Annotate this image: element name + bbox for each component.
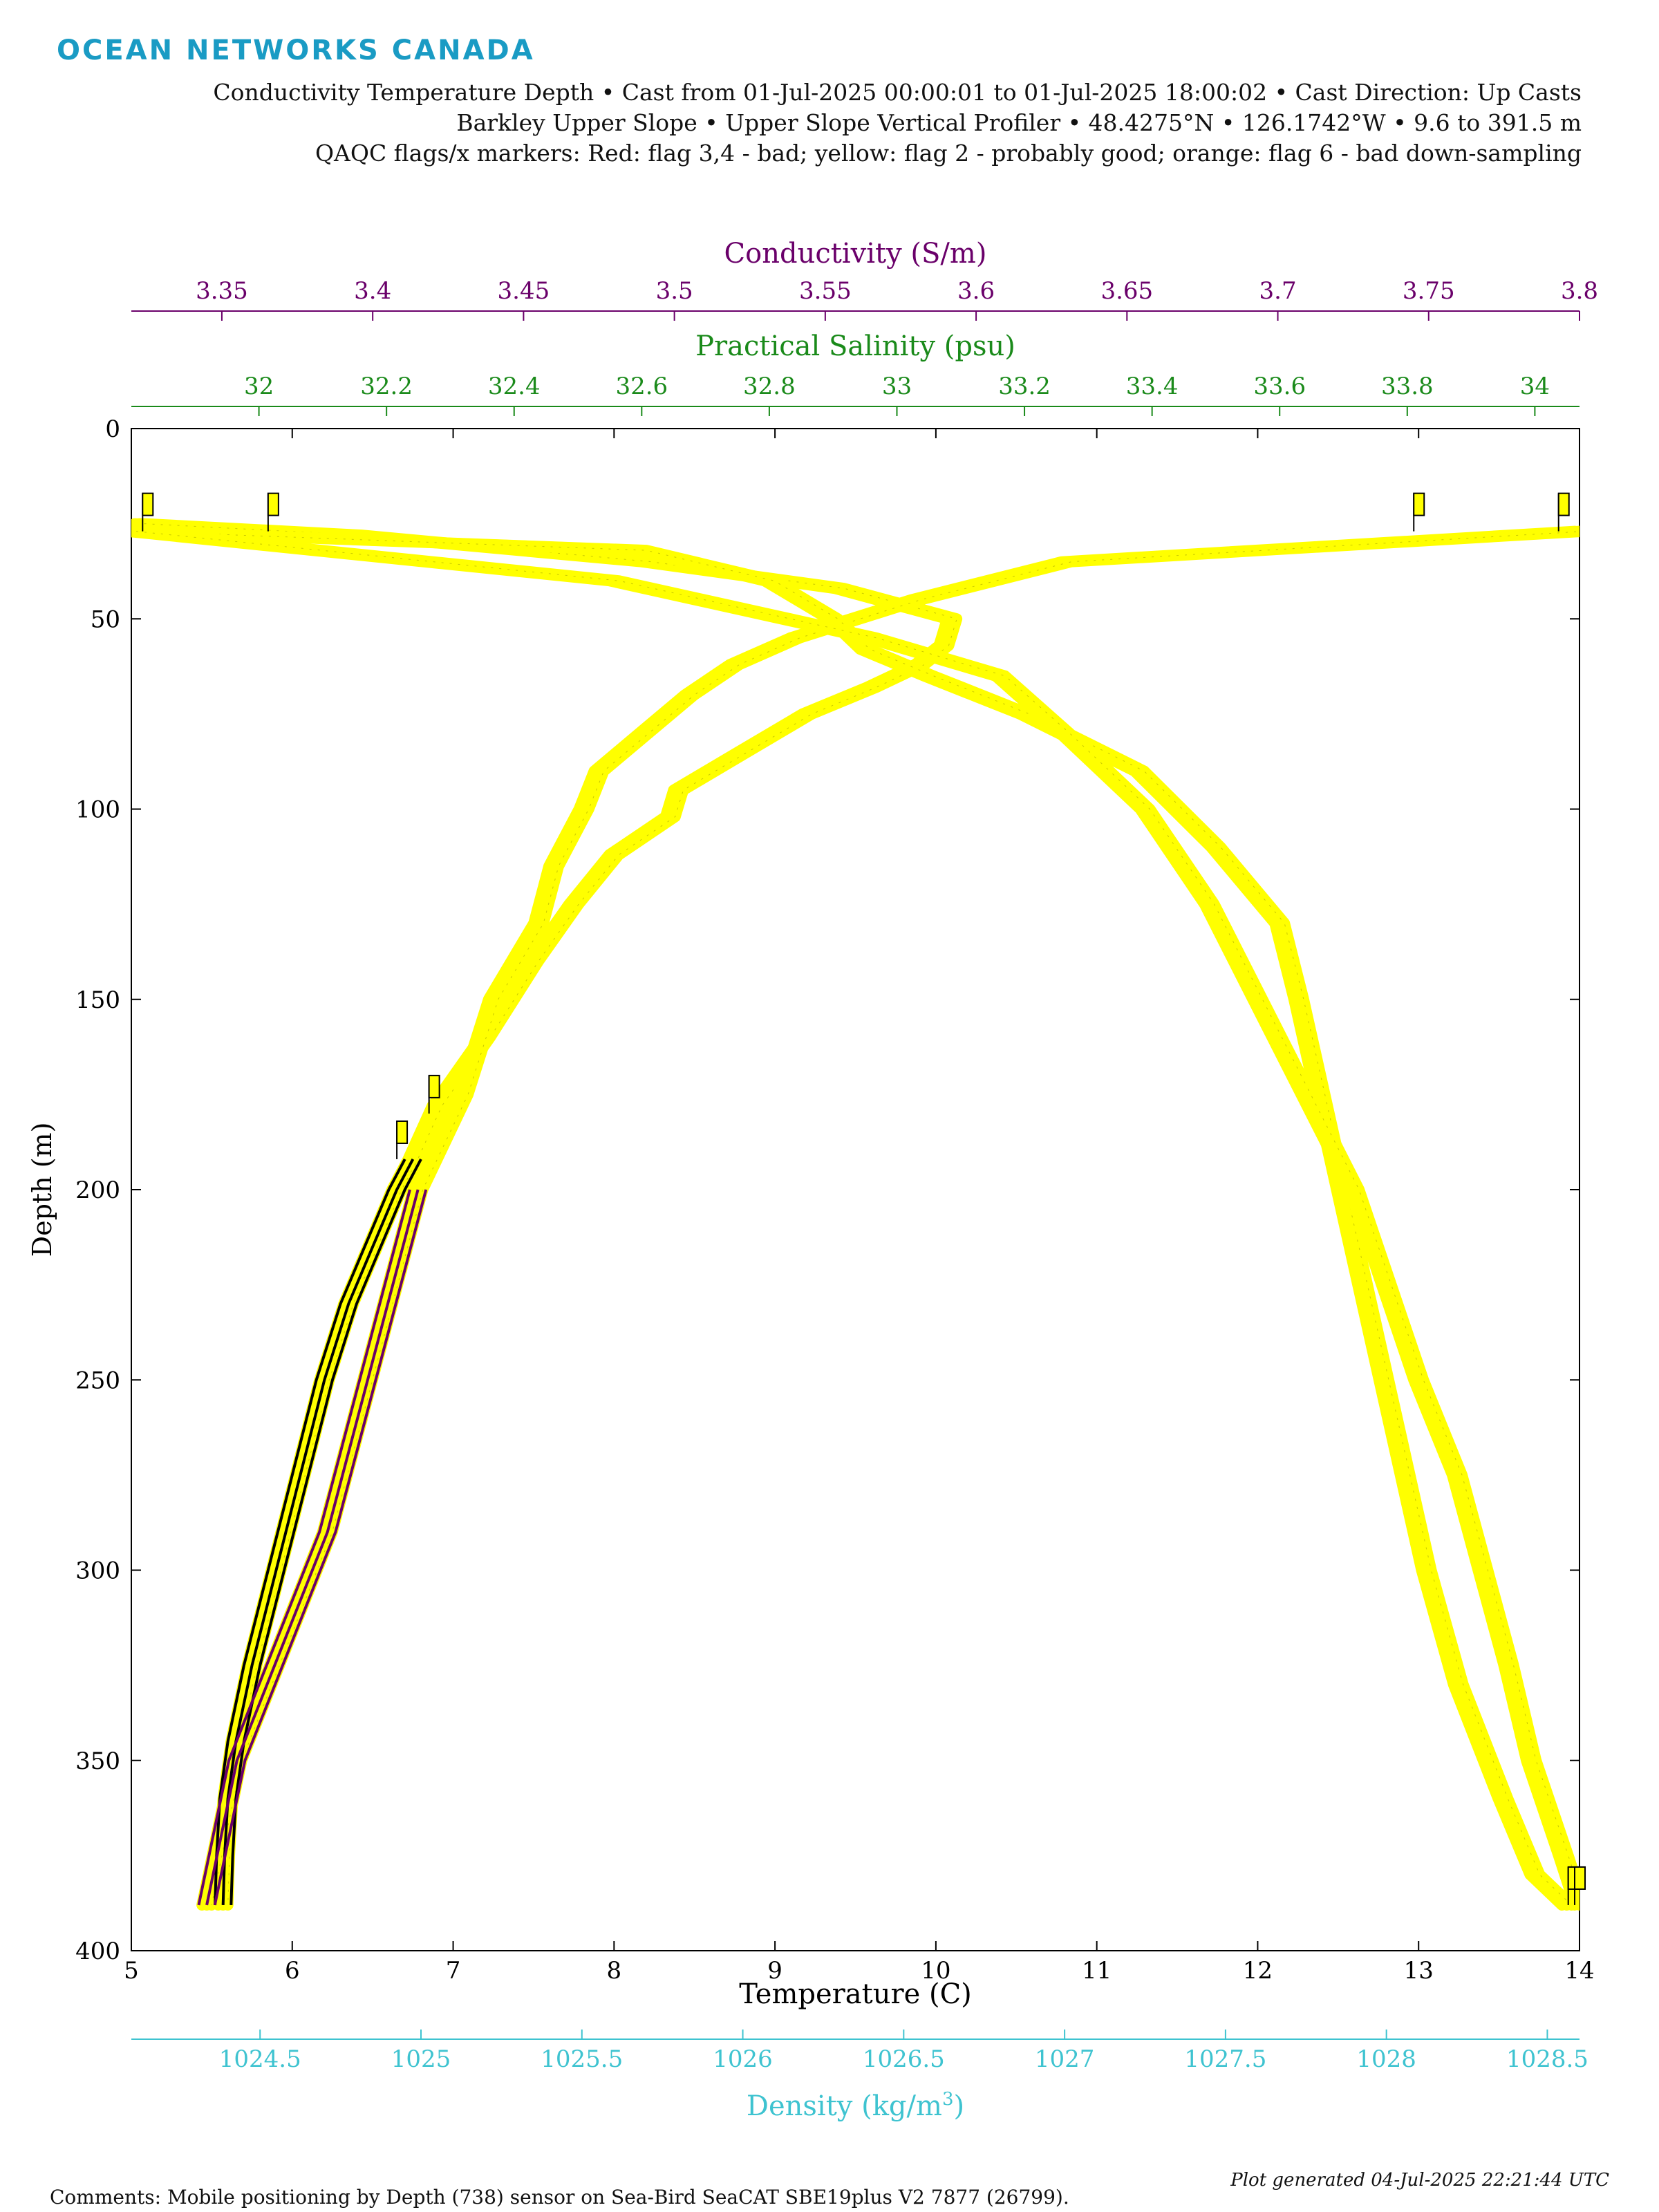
temperature-cast-3-markers	[144, 523, 957, 1905]
temperature-tick-label: 12	[1243, 1957, 1273, 1985]
flag-marker	[1574, 1866, 1586, 1890]
density-axis-label: Density (kg/m3)	[747, 2089, 964, 2122]
salinity-tick-label: 33	[882, 373, 912, 400]
density-unit-superscript: 3	[942, 2089, 954, 2110]
y-tick-label: 0	[105, 415, 120, 443]
salinity-tick-label: 32.8	[743, 373, 796, 400]
y-tick-label: 200	[75, 1177, 120, 1204]
conductivity-tick-label: 3.35	[196, 277, 248, 305]
density-cast-2	[131, 525, 1580, 1911]
salinity-axis-label: Practical Salinity (psu)	[695, 330, 1015, 362]
temperature-tick-label: 8	[607, 1957, 622, 1985]
plot-series-group	[131, 518, 1580, 1911]
temperature-tick-label: 10	[921, 1957, 950, 1985]
salinity-tick-label: 32	[244, 373, 274, 400]
temperature-tick-label: 5	[124, 1957, 139, 1985]
chart-subtitle-location: Barkley Upper Slope • Upper Slope Vertic…	[456, 109, 1582, 136]
conductivity-tick-label: 3.65	[1100, 277, 1153, 305]
salinity-tick-label: 32.4	[488, 373, 541, 400]
temperature-axis-label: Temperature (C)	[739, 1978, 972, 2010]
salinity-tick-label: 33.2	[998, 373, 1051, 400]
chart-subtitle-qaqc: QAQC flags/x markers: Red: flag 3,4 - ba…	[315, 140, 1582, 167]
conductivity-good-1	[197, 1189, 411, 1906]
conductivity-tick-label: 3.45	[498, 277, 550, 305]
conductivity-good-2	[205, 1189, 420, 1906]
salinity-tick-label: 32.2	[360, 373, 413, 400]
temperature-tick-label: 6	[285, 1957, 300, 1985]
density-tick-label: 1025	[391, 2045, 451, 2073]
flag-marker	[142, 492, 154, 516]
y-tick-label: 50	[91, 606, 120, 633]
brand-logo: OCEAN NETWORKS CANADA	[57, 35, 535, 66]
density-cast-1	[131, 526, 1580, 1911]
density-tick-label: 1027	[1035, 2045, 1095, 2073]
salinity-tick-label: 32.6	[615, 373, 668, 400]
salinity-tick-label: 34	[1520, 373, 1550, 400]
y-axis-label: Depth (m)	[27, 1123, 57, 1257]
density-cast-3	[131, 525, 1580, 1908]
y-tick-label: 400	[75, 1938, 120, 1965]
y-tick-label: 250	[75, 1367, 120, 1394]
salinity-tick-label: 33.6	[1253, 373, 1306, 400]
footer-comments: Comments: Mobile positioning by Depth (7…	[50, 2186, 1069, 2209]
temperature-good-1	[214, 1159, 406, 1906]
conductivity-tick-label: 3.55	[799, 277, 852, 305]
conductivity-tick-label: 3.4	[354, 277, 391, 305]
density-tick-label: 1025.5	[541, 2045, 623, 2073]
conductivity-axis-label: Conductivity (S/m)	[724, 238, 987, 270]
density-tick-label: 1028.5	[1506, 2045, 1588, 2073]
footer-generated: Plot generated 04-Jul-2025 22:21:44 UTC	[1230, 2170, 1609, 2191]
salinity-tick-label: 33.4	[1126, 373, 1179, 400]
chart-title: Conductivity Temperature Depth • Cast fr…	[213, 79, 1582, 106]
conductivity-tick-label: 3.8	[1561, 277, 1598, 305]
flag-marker	[428, 1074, 440, 1098]
density-tick-label: 1027.5	[1184, 2045, 1266, 2073]
density-tick-label: 1026.5	[863, 2045, 945, 2073]
conductivity-tick-label: 3.75	[1403, 277, 1455, 305]
temperature-tick-label: 9	[767, 1957, 782, 1985]
density-tick-label: 1028	[1356, 2045, 1416, 2073]
salinity-tick-label: 33.8	[1381, 373, 1434, 400]
y-tick-label: 100	[75, 796, 120, 824]
conductivity-tick-label: 3.7	[1259, 277, 1297, 305]
flag-marker	[267, 492, 279, 516]
flag-marker	[396, 1120, 409, 1144]
temperature-tick-label: 7	[446, 1957, 461, 1985]
salinity-cast-3-markers	[135, 531, 1572, 1906]
conductivity-good-3	[213, 1189, 428, 1906]
density-tick-label: 1026	[713, 2045, 773, 2073]
flag-marker	[1413, 492, 1425, 516]
temperature-tick-label: 14	[1564, 1957, 1594, 1985]
density-tick-label: 1024.5	[219, 2045, 301, 2073]
temperature-tick-label: 13	[1404, 1957, 1434, 1985]
temperature-tick-label: 11	[1082, 1957, 1112, 1985]
y-tick-label: 300	[75, 1557, 120, 1585]
density-cast-3-markers	[135, 531, 1580, 1892]
y-tick-label: 150	[75, 986, 120, 1014]
y-tick-label: 350	[75, 1747, 120, 1775]
conductivity-tick-label: 3.6	[957, 277, 995, 305]
conductivity-tick-label: 3.5	[656, 277, 693, 305]
conductivity-cast-3-markers	[211, 531, 1580, 1906]
flag-marker	[1557, 492, 1570, 516]
